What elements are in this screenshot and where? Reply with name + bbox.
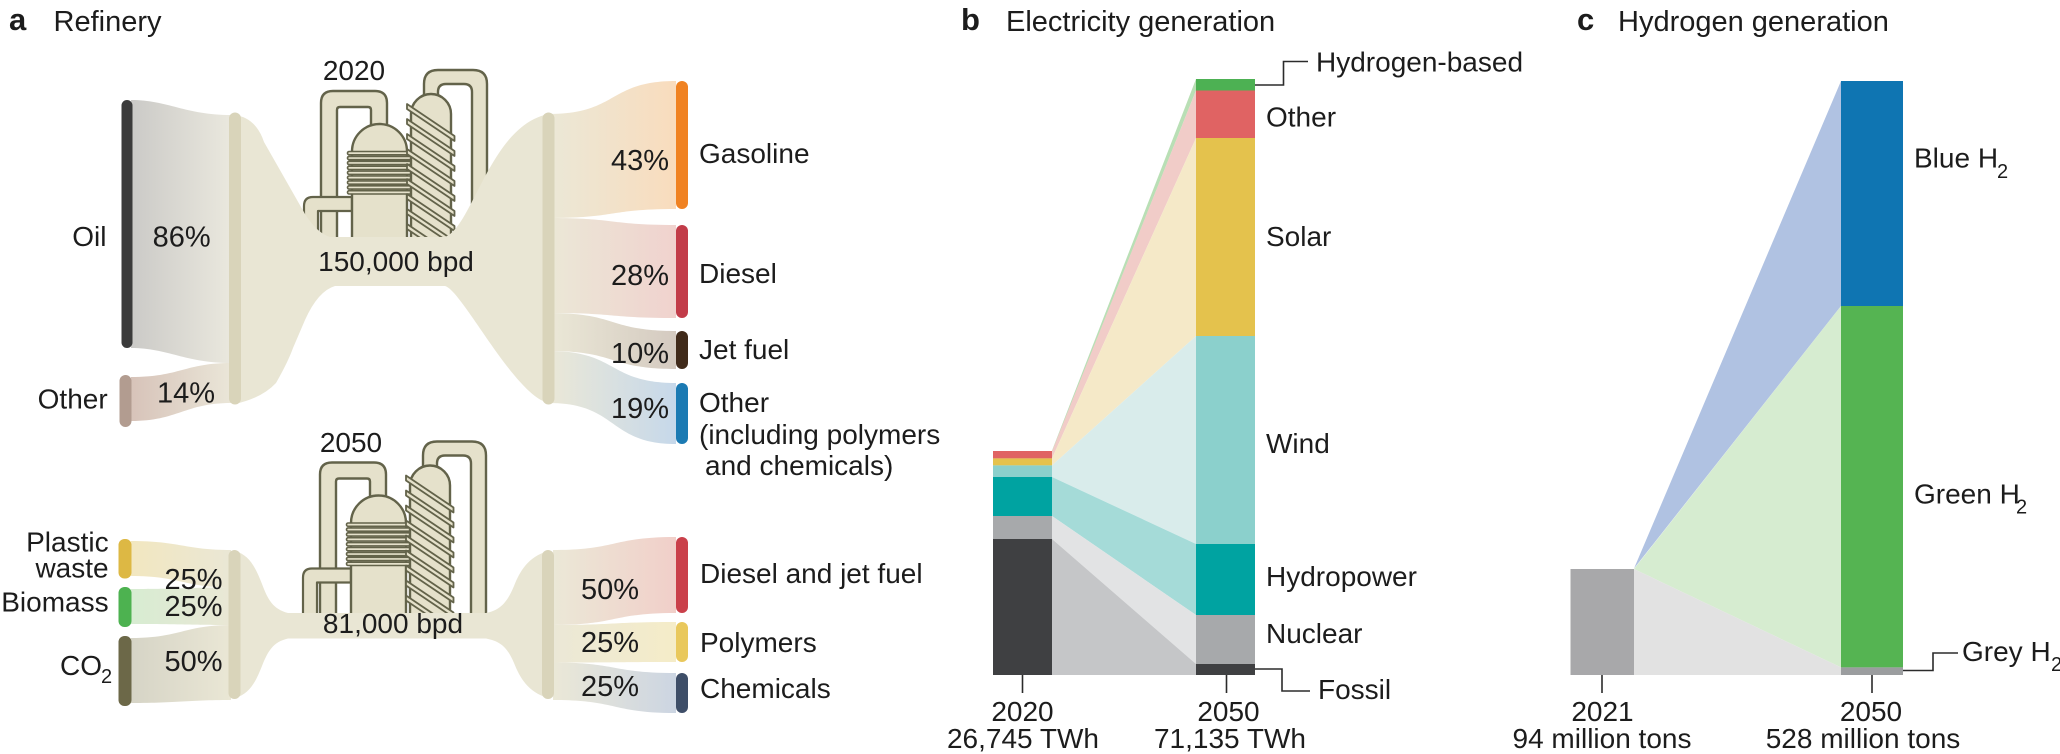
svg-text:2020: 2020	[991, 696, 1053, 727]
svg-text:Oil: Oil	[72, 221, 106, 252]
svg-text:14%: 14%	[157, 378, 215, 410]
svg-text:2050: 2050	[1197, 696, 1259, 727]
svg-text:Other: Other	[1266, 102, 1336, 133]
svg-text:Diesel: Diesel	[699, 258, 777, 289]
svg-text:2021: 2021	[1571, 696, 1633, 727]
svg-text:50%: 50%	[164, 646, 222, 678]
svg-text:c: c	[1577, 2, 1594, 37]
svg-text:waste: waste	[34, 553, 108, 584]
svg-text:19%: 19%	[611, 393, 669, 425]
svg-text:Hydrogen-based: Hydrogen-based	[1316, 47, 1523, 78]
svg-text:2: 2	[2016, 497, 2027, 519]
svg-text:528 million tons: 528 million tons	[1766, 723, 1961, 754]
svg-text:2020: 2020	[323, 55, 385, 86]
svg-text:Other: Other	[699, 387, 769, 418]
svg-text:43%: 43%	[611, 145, 669, 177]
svg-text:CO: CO	[60, 650, 102, 681]
svg-text:50%: 50%	[581, 574, 639, 606]
svg-text:26,745 TWh: 26,745 TWh	[947, 723, 1099, 754]
svg-text:Wind: Wind	[1266, 428, 1330, 459]
svg-text:Fossil: Fossil	[1318, 674, 1391, 705]
svg-text:Refinery: Refinery	[54, 6, 162, 38]
svg-text:Diesel and jet fuel: Diesel and jet fuel	[700, 558, 923, 589]
svg-text:a: a	[9, 2, 27, 37]
svg-text:2050: 2050	[320, 427, 382, 458]
svg-text:10%: 10%	[611, 338, 669, 370]
svg-text:Hydrogen generation: Hydrogen generation	[1618, 6, 1889, 38]
svg-text:71,135 TWh: 71,135 TWh	[1154, 723, 1306, 754]
svg-text:Grey H: Grey H	[1962, 636, 2051, 667]
svg-text:25%: 25%	[581, 671, 639, 703]
svg-text:Nuclear: Nuclear	[1266, 618, 1362, 649]
svg-text:25%: 25%	[164, 564, 222, 596]
svg-text:Gasoline: Gasoline	[699, 138, 810, 169]
svg-text:Hydropower: Hydropower	[1266, 561, 1417, 592]
svg-text:b: b	[961, 2, 980, 37]
svg-text:2050: 2050	[1840, 696, 1902, 727]
svg-text:Other: Other	[38, 384, 108, 415]
svg-text:and chemicals): and chemicals)	[705, 450, 893, 481]
svg-text:Jet fuel: Jet fuel	[699, 334, 789, 365]
svg-text:Biomass: Biomass	[1, 587, 108, 618]
svg-text:2: 2	[101, 666, 112, 688]
svg-text:Chemicals: Chemicals	[700, 673, 831, 704]
svg-text:94 million tons: 94 million tons	[1513, 723, 1692, 754]
svg-text:150,000 bpd: 150,000 bpd	[318, 246, 474, 277]
svg-text:Plastic: Plastic	[26, 527, 108, 558]
svg-text:Green H: Green H	[1914, 479, 2020, 510]
svg-text:2: 2	[2051, 654, 2060, 676]
svg-text:Polymers: Polymers	[700, 627, 817, 658]
svg-text:Blue H: Blue H	[1914, 143, 1998, 174]
svg-text:81,000 bpd: 81,000 bpd	[323, 608, 463, 639]
svg-text:28%: 28%	[611, 260, 669, 292]
svg-text:25%: 25%	[581, 627, 639, 659]
svg-text:25%: 25%	[164, 591, 222, 623]
svg-text:Electricity generation: Electricity generation	[1006, 6, 1275, 38]
svg-text:Solar: Solar	[1266, 221, 1331, 252]
svg-text:86%: 86%	[153, 222, 211, 254]
svg-text:(including polymers: (including polymers	[699, 419, 940, 450]
svg-text:2: 2	[1997, 161, 2008, 183]
